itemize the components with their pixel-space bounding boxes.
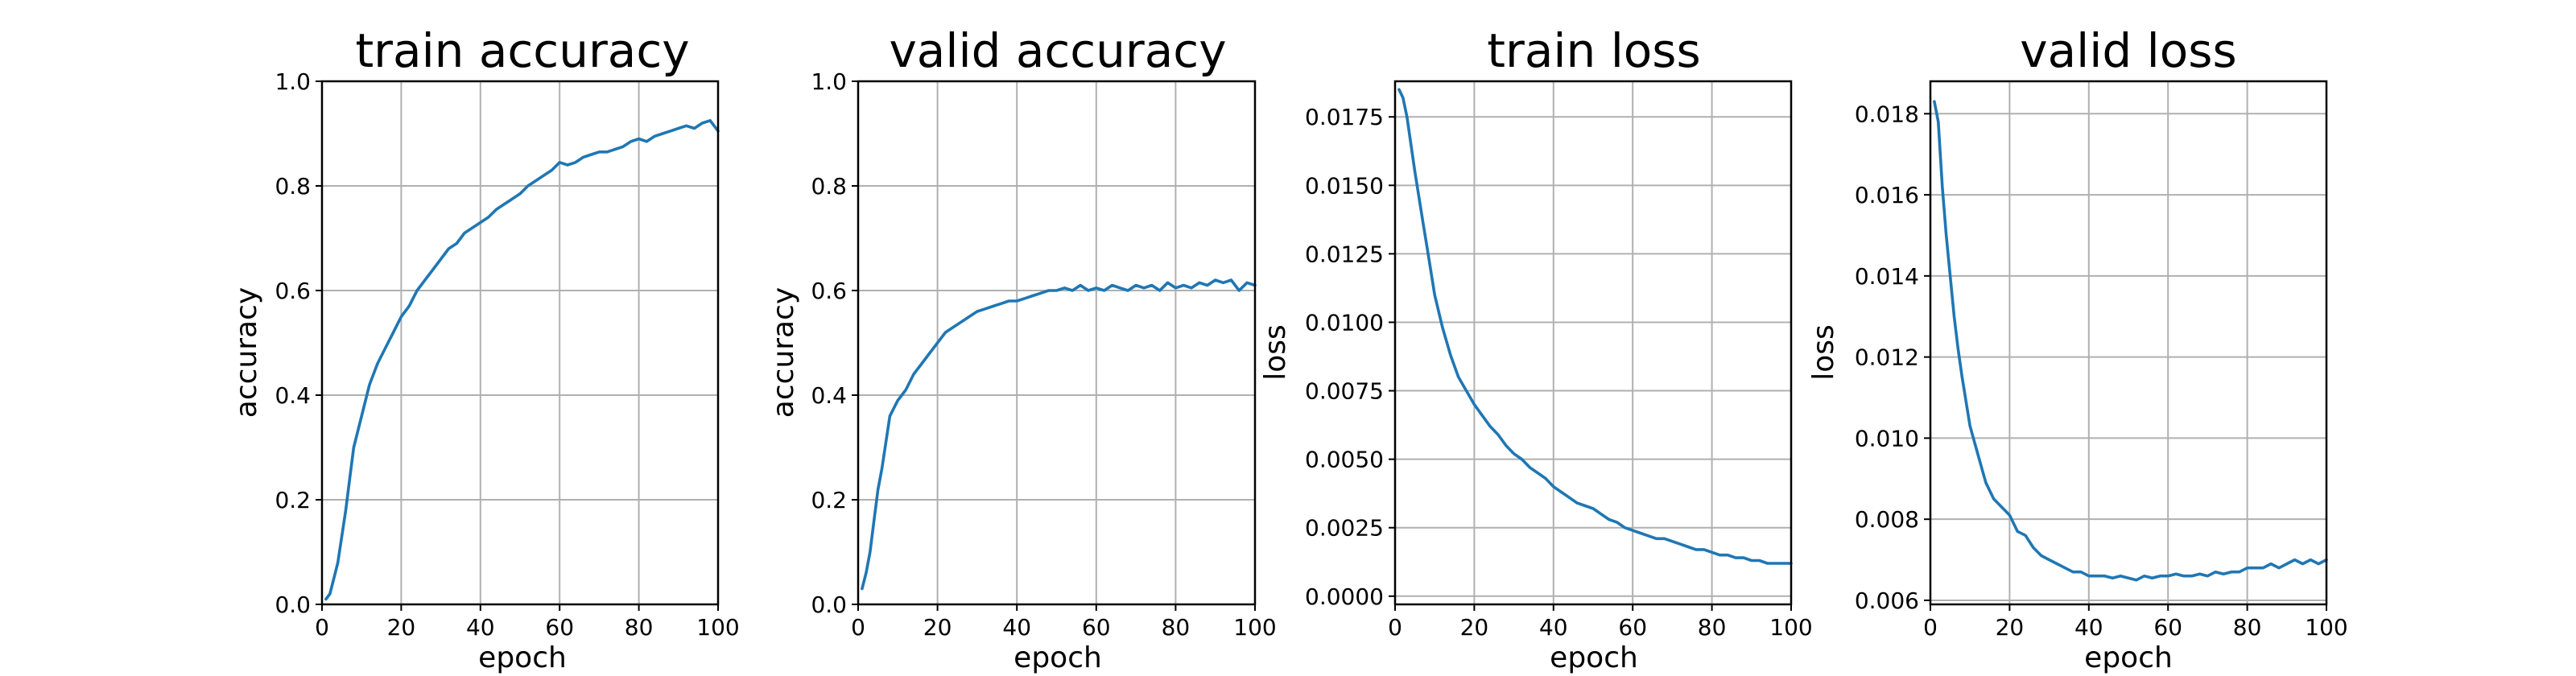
y-tick-label: 1.0 [811, 68, 847, 95]
panel-valid-loss: valid loss loss epoch 0 20 40 60 80 1000.0060… [1807, 23, 2348, 674]
x-tick-label: 60 [1618, 614, 1647, 641]
x-tick-label: 80 [1162, 614, 1191, 641]
y-tick-label: 0.018 [1855, 101, 1919, 127]
y-tick-label: 0.0025 [1305, 515, 1384, 542]
x-tick-label: 60 [1082, 614, 1111, 641]
x-tick-label: 0 [1388, 614, 1402, 641]
y-tick-label: 0.6 [275, 278, 311, 304]
x-axis-label: epoch [1013, 641, 1102, 674]
panel-valid-accuracy: valid accuracy accuracy epoch 0 20 40 60 80 1… [767, 23, 1277, 674]
ticks: 0 20 40 60 80 100 0.006 0.008 0.010 0.012 0.014 0.0… [1855, 101, 2348, 641]
y-tick-label: 0.012 [1855, 344, 1919, 371]
panel-title: valid loss [2020, 23, 2236, 78]
y-tick-label: 0.2 [811, 487, 847, 513]
x-tick-label: 100 [2305, 614, 2347, 641]
y-tick-label: 0.0000 [1305, 583, 1384, 610]
y-tick-label: 0.0 [811, 592, 847, 618]
y-axis-label: loss [1807, 324, 1840, 381]
x-tick-label: 100 [1769, 614, 1812, 641]
y-tick-label: 0.0050 [1305, 447, 1384, 473]
series-line [1397, 88, 1793, 565]
x-axis-label: epoch [478, 641, 567, 674]
x-tick-label: 100 [1233, 614, 1276, 641]
x-tick-label: 20 [387, 614, 416, 641]
y-tick-label: 0.4 [811, 382, 847, 409]
y-axis-label: loss [1259, 324, 1292, 381]
panel-title: train loss [1487, 23, 1700, 78]
series-line [1933, 100, 2328, 582]
panel-train-accuracy: train accuracy accuracy epoch 0 20 40 60 80 1… [230, 23, 740, 674]
panel-title: train accuracy [355, 23, 689, 78]
y-tick-label: 0.006 [1855, 587, 1919, 614]
y-tick-label: 0.8 [275, 173, 311, 200]
y-tick-label: 0.010 [1855, 425, 1919, 451]
x-axis-label: epoch [2084, 641, 2173, 674]
series-line [324, 119, 720, 601]
x-tick-label: 0 [1923, 614, 1938, 641]
x-tick-label: 0 [315, 614, 329, 641]
x-tick-label: 80 [2233, 614, 2262, 641]
x-tick-label: 80 [1698, 614, 1727, 641]
x-tick-label: 60 [2153, 614, 2182, 641]
y-tick-label: 1.0 [275, 68, 311, 95]
y-axis-label: accuracy [230, 287, 263, 418]
y-tick-label: 0.0150 [1305, 172, 1384, 199]
x-tick-label: 40 [1539, 614, 1568, 641]
y-tick-label: 0.0075 [1305, 378, 1384, 405]
ticks: 0 20 40 60 80 100 0.0000 0.0025 0.0050 0.0075 0.01… [1305, 104, 1813, 641]
x-tick-label: 40 [1002, 614, 1031, 641]
ticks: 0 20 40 60 80 100 0.0 0.2 0.4 0.6 0.8 1.0 [811, 68, 1276, 641]
x-tick-label: 20 [923, 614, 952, 641]
ticks: 0 20 40 60 80 100 0.0 0.2 0.4 0.6 0.8 1.0 [275, 68, 739, 641]
y-tick-label: 0.016 [1855, 182, 1919, 208]
x-tick-label: 60 [545, 614, 574, 641]
y-tick-label: 0.6 [811, 278, 847, 304]
x-tick-label: 100 [696, 614, 739, 641]
y-tick-label: 0.0175 [1305, 104, 1384, 130]
series-line [861, 278, 1257, 591]
y-tick-label: 0.0125 [1305, 241, 1384, 267]
plot-frame [857, 80, 1257, 606]
y-tick-label: 0.8 [811, 173, 847, 200]
x-tick-label: 80 [625, 614, 654, 641]
y-tick-label: 0.2 [275, 487, 311, 513]
x-axis-label: epoch [1550, 641, 1638, 674]
y-tick-label: 0.0100 [1305, 309, 1384, 336]
panel-title: valid accuracy [889, 23, 1226, 78]
y-tick-label: 0.014 [1855, 263, 1919, 290]
x-tick-label: 40 [2074, 614, 2103, 641]
y-tick-label: 0.0 [275, 592, 311, 618]
y-axis-label: accuracy [767, 287, 800, 418]
y-tick-label: 0.4 [275, 382, 311, 409]
x-tick-label: 0 [851, 614, 865, 641]
x-tick-label: 20 [1460, 614, 1489, 641]
x-tick-label: 20 [1996, 614, 2025, 641]
plot-frame [320, 80, 720, 606]
x-tick-label: 40 [466, 614, 495, 641]
panel-train-loss: train loss loss epoch 0 20 40 60 80 100 0.0000… [1259, 23, 1813, 674]
plot-frame [1393, 80, 1793, 606]
y-tick-label: 0.008 [1855, 506, 1919, 533]
plot-frame [1929, 80, 2328, 606]
